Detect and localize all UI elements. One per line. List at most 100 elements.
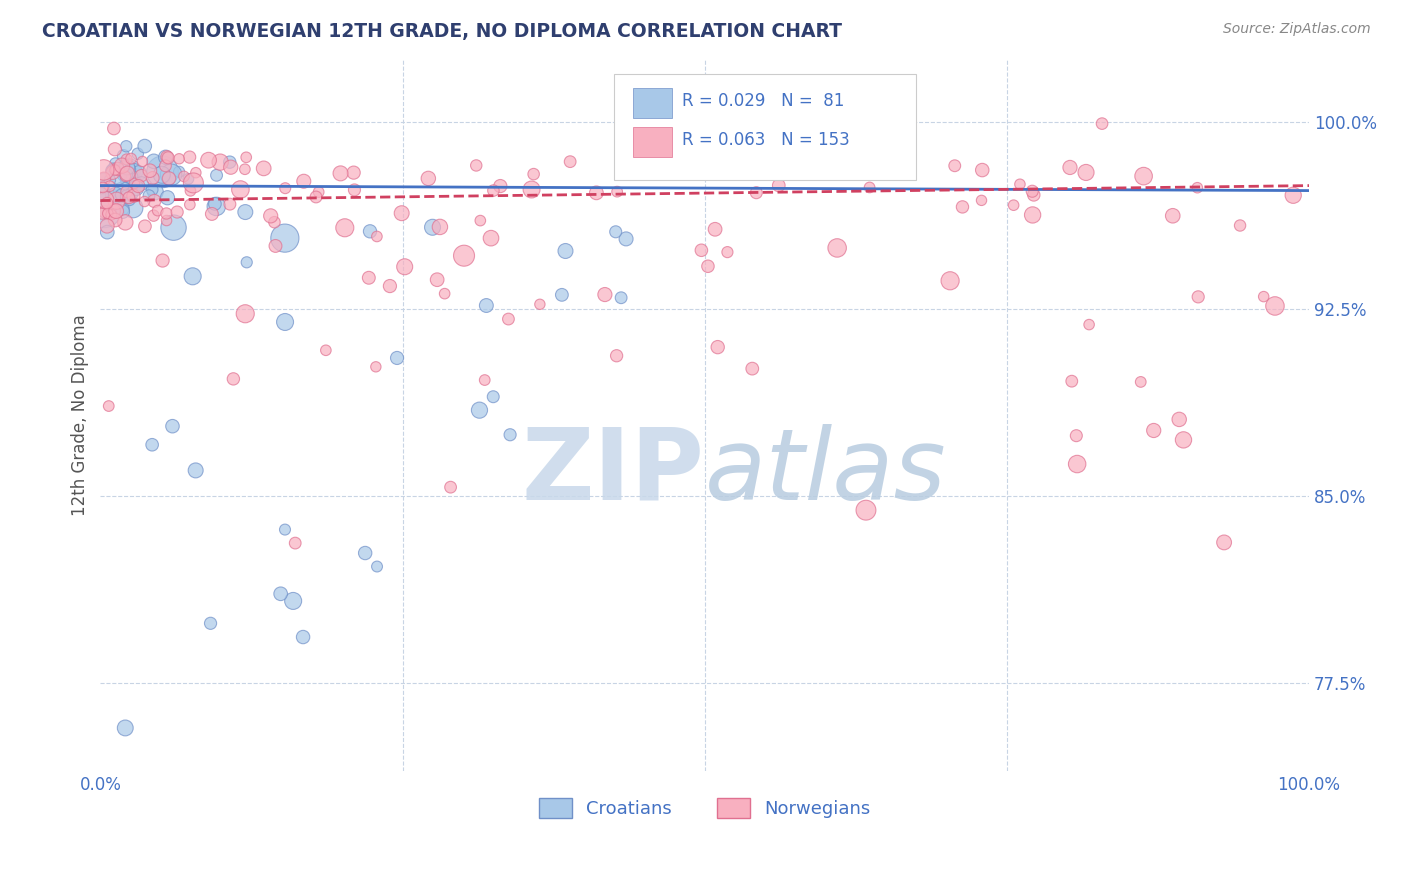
Point [205,199,228,213]
Point [970,194,993,208]
Point [101,165,124,179]
Point [1187,180,1209,194]
Point [292,630,315,644]
Point [274,315,297,329]
Point [115,189,138,203]
Point [333,220,356,235]
Point [114,215,136,229]
Point [593,287,616,301]
Point [1091,117,1114,131]
Point [560,154,582,169]
Point [1021,208,1043,222]
Point [162,419,184,434]
Point [114,169,136,184]
Point [131,154,153,169]
Point [1066,457,1088,471]
Point [155,159,177,173]
Point [253,161,276,176]
Point [96,219,118,233]
Point [105,204,128,219]
Point [264,239,287,253]
Point [308,185,330,199]
Point [94,193,117,207]
Point [551,288,574,302]
Point [155,213,177,227]
Point [235,255,257,269]
Point [142,154,165,169]
Point [160,168,183,182]
Point [706,340,728,354]
Point [91,180,114,194]
Point [122,189,145,203]
Point [686,163,709,178]
Point [101,188,124,202]
Point [704,222,727,236]
Text: R = 0.063   N = 153: R = 0.063 N = 153 [682,131,849,149]
Point [418,171,440,186]
Point [855,503,877,517]
Point [952,200,974,214]
Legend: Croatians, Norwegians: Croatians, Norwegians [531,790,877,826]
Point [292,174,315,188]
Point [138,188,160,202]
Point [366,559,388,574]
Point [659,150,682,164]
Point [167,152,190,166]
Point [125,176,148,190]
Point [152,165,174,179]
Point [470,213,492,227]
Point [141,183,163,197]
Point [142,209,165,223]
Point [118,191,141,205]
Point [155,206,177,220]
Text: atlas: atlas [704,424,946,521]
Point [1282,188,1305,202]
Point [97,399,120,413]
Point [1132,169,1154,183]
Point [115,153,138,167]
Point [131,169,153,183]
Point [520,182,543,196]
Point [529,297,551,311]
Point [127,179,149,194]
Point [1253,290,1275,304]
Point [120,169,142,184]
Point [152,253,174,268]
Point [859,158,882,172]
Point [200,616,222,631]
Point [177,172,200,186]
Point [721,149,744,163]
Point [127,146,149,161]
Point [179,197,201,211]
Point [120,152,142,166]
Point [209,155,232,169]
Point [343,166,366,180]
Point [1022,188,1045,202]
Point [329,166,352,180]
Point [115,168,138,182]
Point [218,155,240,169]
Point [378,279,401,293]
Point [1066,428,1088,442]
Point [143,194,166,208]
Point [1264,299,1286,313]
Point [93,203,115,218]
Point [343,183,366,197]
Point [112,149,135,163]
Point [690,244,713,258]
Point [972,163,994,178]
Point [716,245,738,260]
Point [110,188,132,202]
Point [105,194,128,208]
Point [96,225,118,239]
Point [474,373,496,387]
Point [90,187,112,202]
Point [498,312,520,326]
Point [114,721,136,735]
Point [489,179,512,194]
Point [1161,209,1184,223]
Point [111,204,134,219]
Point [263,215,285,229]
Point [1168,412,1191,426]
Point [499,427,522,442]
